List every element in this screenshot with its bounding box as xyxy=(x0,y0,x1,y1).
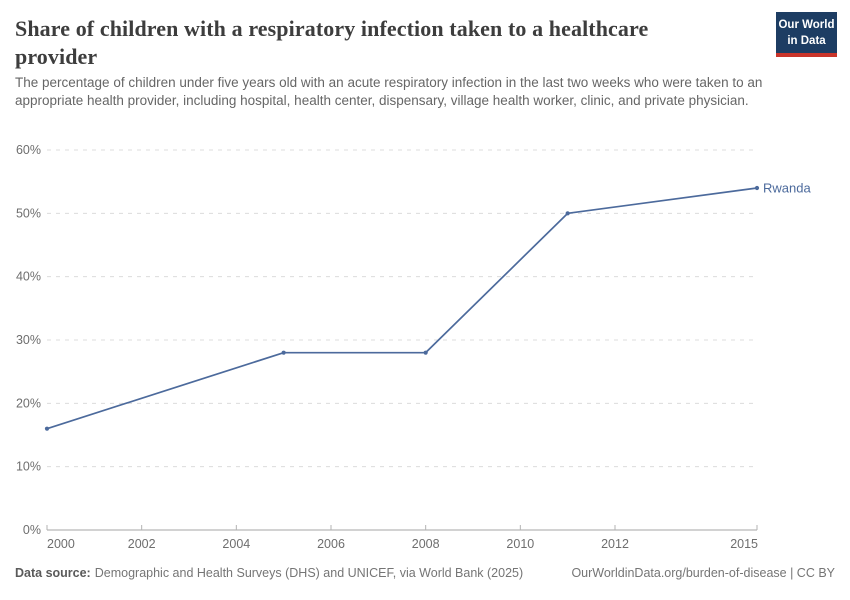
chart-subtitle: The percentage of children under five ye… xyxy=(15,75,763,108)
data-point xyxy=(44,426,50,431)
data-source-label: Data source: xyxy=(15,566,91,580)
data-point xyxy=(565,211,570,216)
owid-logo-line1: Our World xyxy=(778,19,835,31)
y-axis-tick-label: 40% xyxy=(16,270,41,284)
data-source-text: Demographic and Health Surveys (DHS) and… xyxy=(94,566,524,580)
x-axis-tick-label: 2006 xyxy=(317,537,345,551)
data-line xyxy=(46,187,758,430)
y-axis-tick-label: 60% xyxy=(16,143,41,157)
x-axis-tick-label: 2010 xyxy=(506,537,534,551)
y-axis-tick-label: 10% xyxy=(16,460,41,474)
owid-logo[interactable]: Our World in Data xyxy=(776,12,837,57)
x-axis-tick-label: 2004 xyxy=(222,537,250,551)
data-point xyxy=(423,350,428,355)
data-point xyxy=(281,350,286,355)
owid-url-license-link[interactable]: OurWorldinData.org/burden-of-disease | C… xyxy=(571,566,835,580)
x-axis-tick-label: 2012 xyxy=(601,537,629,551)
data-source-note: Data source: Demographic and Health Surve… xyxy=(15,566,523,580)
page-title: Share of children with a respiratory inf… xyxy=(15,16,649,69)
x-axis-tick-label: 2000 xyxy=(47,537,75,551)
series-label: Rwanda xyxy=(763,181,811,196)
owid-logo-line2: in Data xyxy=(787,34,826,47)
y-axis-tick-label: 30% xyxy=(16,333,41,347)
x-axis-tick-label: 2015 xyxy=(730,537,758,551)
y-axis-tick-label: 50% xyxy=(16,206,41,220)
line-chart-plot-area: 0% 10% 20% 30% 40% 50% 60% 2000 2002 2004 2006 2008… xyxy=(16,143,811,551)
y-axis-tick-label: 20% xyxy=(16,396,41,410)
chart-footer: Data source: Demographic and Health Surve… xyxy=(15,566,835,580)
x-axis-tick-label: 2008 xyxy=(412,537,440,551)
x-axis-tick-label: 2002 xyxy=(128,537,156,551)
y-axis-tick-label: 0% xyxy=(23,523,41,537)
data-point xyxy=(754,185,760,191)
